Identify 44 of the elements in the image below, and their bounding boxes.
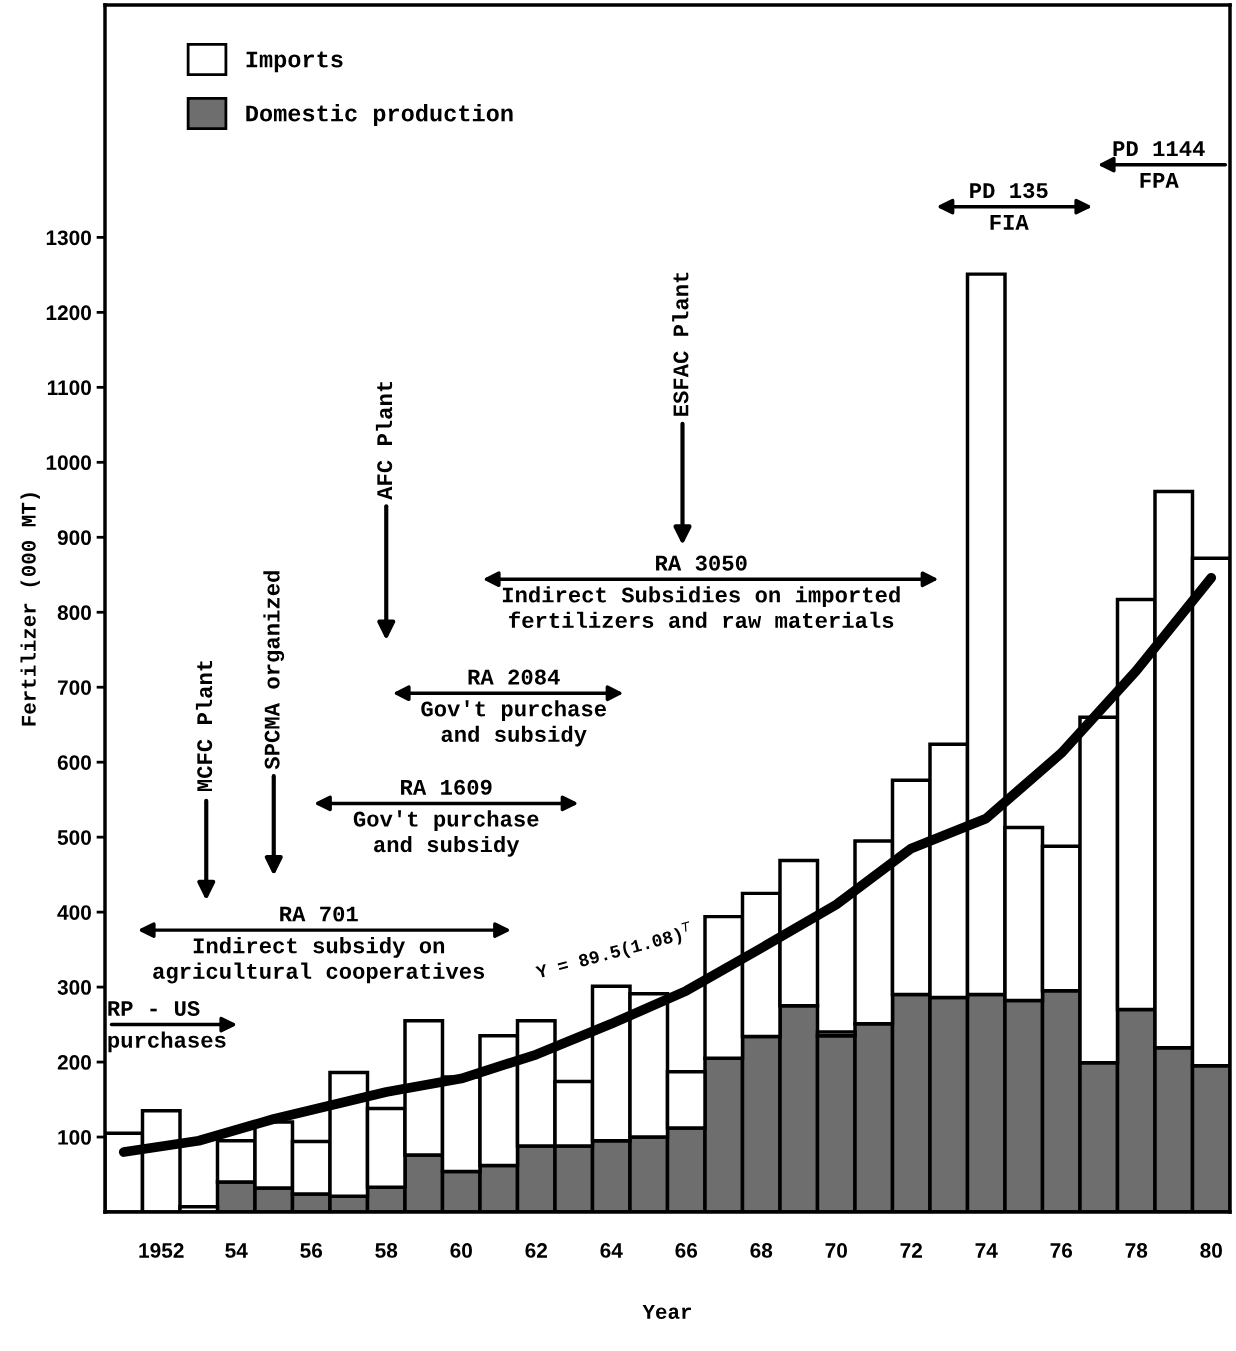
legend-label: Imports (246, 51, 343, 73)
x-tick-label: 60 (450, 1243, 472, 1258)
y-tick-label: 1000 (46, 455, 91, 471)
y-tick-label: 400 (57, 905, 91, 920)
x-tick-label: 58 (375, 1243, 398, 1258)
y-tick-label: 1300 (46, 230, 91, 246)
y-tick-label: 100 (58, 1130, 91, 1145)
y-tick-label: 700 (57, 680, 91, 695)
annotation: AFC Plant (375, 381, 393, 500)
y-tick-label: 200 (57, 1055, 91, 1070)
x-tick-label: 62 (525, 1243, 547, 1258)
y-axis-title: Fertilizer (000 MT) (20, 493, 40, 726)
annotation: MCFC Plant (195, 660, 213, 792)
annotation: RP - US purchases (108, 1000, 226, 1053)
annotation: RA 1609 Gov't purchase and subsidy (353, 779, 539, 857)
y-tick-label: 900 (57, 530, 91, 546)
annotation: RA 701 Indirect subsidy on agricultural cooperatives (153, 906, 485, 984)
y-tick-label: 500 (57, 830, 91, 845)
legend-label: Domestic production (246, 104, 513, 127)
annotation: RA 2084 Gov't purchase and subsidy (421, 669, 606, 747)
y-tick-label: 800 (57, 605, 91, 620)
x-tick-label: 66 (675, 1243, 698, 1258)
x-tick-label: 72 (900, 1243, 922, 1258)
x-tick-label: 1952 (139, 1243, 184, 1258)
y-tick-label: 1100 (47, 380, 91, 396)
y-tick-label: 1200 (46, 305, 91, 321)
annotation: PD 135 FIA (970, 183, 1048, 230)
y-tick-label: 600 (57, 755, 91, 770)
annotation: SPCMA organized (263, 571, 285, 770)
legend-label: Y = 89.5(1.08)$^{T}$ (534, 921, 695, 983)
x-tick-label: 76 (1050, 1243, 1073, 1258)
x-tick-label: 56 (300, 1243, 323, 1258)
x-tick-label: 80 (1200, 1243, 1222, 1258)
x-tick-label: 54 (225, 1243, 248, 1258)
x-tick-label: 70 (825, 1243, 847, 1258)
x-axis-title: Year (642, 1305, 691, 1319)
x-tick-label: 68 (750, 1243, 773, 1258)
annotation: RA 3050 Indirect Subsidies on imported fertilizers and raw materials (502, 555, 900, 629)
x-tick-label: 64 (600, 1243, 623, 1258)
annotation: PD 1144 FPA (1113, 141, 1205, 188)
annotation: ESFAC Plant (672, 272, 689, 416)
x-tick-label: 78 (1125, 1243, 1148, 1258)
x-tick-label: 74 (975, 1243, 998, 1258)
y-tick-label: 300 (57, 980, 91, 995)
